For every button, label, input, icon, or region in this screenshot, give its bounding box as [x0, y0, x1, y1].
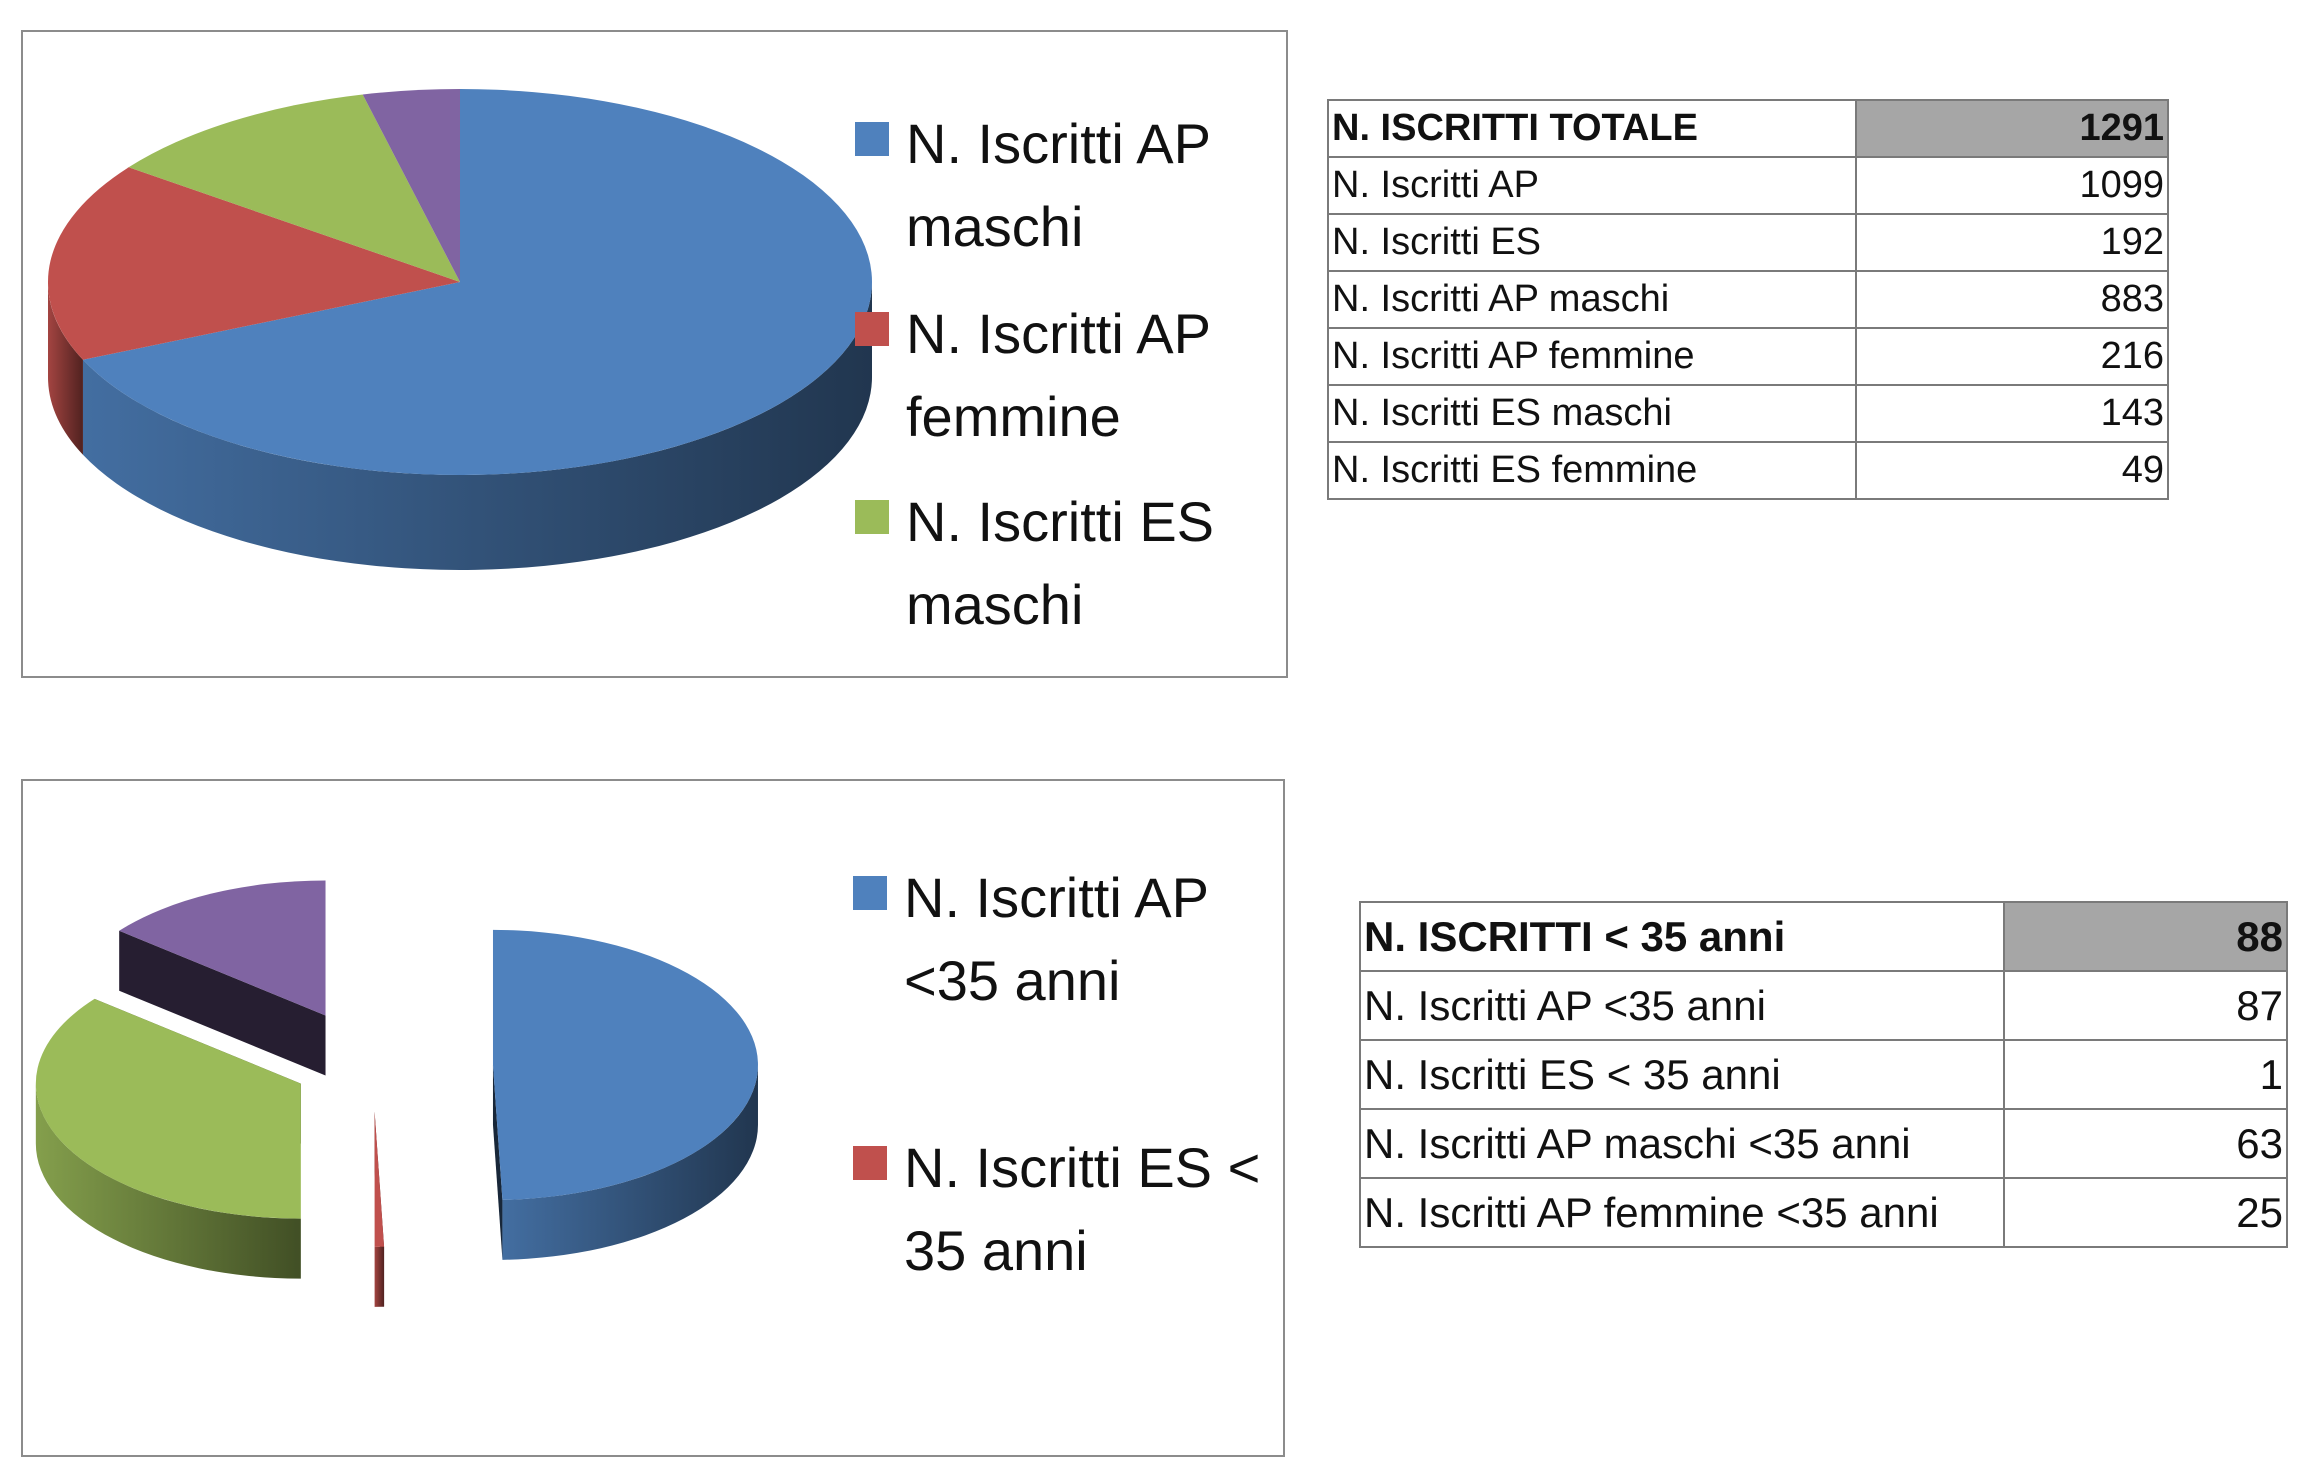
pie-slice-wall — [492, 1064, 503, 1260]
table-row: N. Iscritti AP femmine 216 — [1327, 327, 2169, 386]
table-row: N. Iscritti AP 1099 — [1327, 156, 2169, 215]
table-row: N. Iscritti ES < 35 anni 1 — [1359, 1039, 2288, 1110]
table-cell-label: N. Iscritti AP — [1327, 156, 1857, 215]
table-cell-label: N. Iscritti AP maschi — [1327, 270, 1857, 329]
legend-swatch — [855, 122, 889, 156]
legend-item: N. Iscritti AP <35 anni — [853, 856, 1264, 1022]
pie-slice-side — [502, 1064, 758, 1260]
pie-slice: N. Iscritti ES < 35 anni — [374, 1111, 385, 1247]
legend-label: N. Iscritti ES maschi — [906, 490, 1215, 636]
legend-label: N. Iscritti AP femmine — [906, 302, 1210, 448]
table-row: N. Iscritti ES femmine 49 — [1327, 441, 2169, 500]
table-cell-label: N. Iscritti ES femmine — [1327, 441, 1857, 500]
legend-swatch — [855, 500, 889, 534]
table-cell-value: 63 — [2003, 1108, 2288, 1179]
pie-slice-side — [374, 1246, 385, 1307]
pie-chart-under35-plot: N. Iscritti AP <35 anni N. Iscritti ES < … — [35, 880, 758, 1307]
table-header-label: N. ISCRITTI TOTALE — [1327, 99, 1857, 158]
table-row: N. Iscritti AP maschi 883 — [1327, 270, 2169, 329]
table-cell-value: 1099 — [1855, 156, 2169, 215]
pie-slice: N. Iscritti AP femmine — [48, 167, 461, 360]
table-cell-label: N. Iscritti AP femmine — [1327, 327, 1857, 386]
pie-slice: N. Iscritti AP <35 anni — [492, 929, 758, 1200]
table-header-row: N. ISCRITTI TOTALE 1291 — [1327, 99, 2169, 158]
table-cell-label: N. Iscritti ES < 35 anni — [1359, 1039, 2005, 1110]
table-header-value: 1291 — [1855, 99, 2169, 158]
legend-item: N. Iscritti AP maschi — [855, 102, 1266, 268]
pie-slice: N. Iscritti AP femmine <35 anni — [119, 880, 326, 1016]
table-cell-value: 143 — [1855, 384, 2169, 443]
legend-item: N. Iscritti ES maschi — [855, 480, 1266, 646]
table-cell-label: N. Iscritti AP maschi <35 anni — [1359, 1108, 2005, 1179]
table-cell-label: N. Iscritti AP <35 anni — [1359, 970, 2005, 1041]
pie-slice-side — [82, 282, 873, 570]
table-row: N. Iscritti AP <35 anni 87 — [1359, 970, 2288, 1041]
table-row: N. Iscritti ES maschi 143 — [1327, 384, 2169, 443]
legend-swatch — [853, 876, 887, 910]
legend-swatch — [853, 1146, 887, 1180]
table-cell-value: 1 — [2003, 1039, 2288, 1110]
table-cell-label: N. Iscritti AP femmine <35 anni — [1359, 1177, 2005, 1248]
pie-slice: N. Iscritti AP maschi <35 anni — [35, 998, 301, 1219]
legend-item: N. Iscritti AP femmine — [855, 292, 1266, 458]
table-cell-label: N. Iscritti ES — [1327, 213, 1857, 272]
table-iscritti-under35: N. ISCRITTI < 35 anni 88 N. Iscritti AP … — [1359, 901, 2288, 1248]
table-iscritti-totale: N. ISCRITTI TOTALE 1291 N. Iscritti AP 1… — [1327, 99, 2169, 500]
pie-slice-side — [48, 282, 83, 455]
pie-slice-side — [35, 1083, 301, 1279]
table-cell-label: N. Iscritti ES maschi — [1327, 384, 1857, 443]
table-header-label: N. ISCRITTI < 35 anni — [1359, 901, 2005, 972]
table-header-value: 88 — [2003, 901, 2288, 972]
legend-label: N. Iscritti AP maschi — [906, 112, 1210, 258]
legend-label: N. Iscritti ES < 35 anni — [904, 1136, 1261, 1282]
pie-slice: N. Iscritti AP maschi — [82, 89, 873, 475]
pie-chart-totale: N. Iscritti AP maschi N. Iscritti AP femm… — [21, 30, 1288, 678]
pie-slice-wall — [119, 930, 326, 1076]
table-row: N. Iscritti AP maschi <35 anni 63 — [1359, 1108, 2288, 1179]
table-row: N. Iscritti ES 192 — [1327, 213, 2169, 272]
legend-label: N. Iscritti AP <35 anni — [904, 866, 1208, 1012]
pie-slice: N. Iscritti ES femmine — [362, 89, 460, 282]
legend-swatch — [855, 312, 889, 346]
table-cell-value: 216 — [1855, 327, 2169, 386]
table-cell-value: 49 — [1855, 441, 2169, 500]
table-cell-value: 25 — [2003, 1177, 2288, 1248]
table-cell-value: 192 — [1855, 213, 2169, 272]
table-cell-value: 883 — [1855, 270, 2169, 329]
pie-slice: N. Iscritti ES maschi — [128, 94, 460, 282]
table-cell-value: 87 — [2003, 970, 2288, 1041]
pie-chart-under35: N. Iscritti AP <35 anni N. Iscritti ES < … — [21, 779, 1285, 1457]
legend-item: N. Iscritti ES < 35 anni — [853, 1126, 1264, 1292]
table-header-row: N. ISCRITTI < 35 anni 88 — [1359, 901, 2288, 972]
table-row: N. Iscritti AP femmine <35 anni 25 — [1359, 1177, 2288, 1248]
